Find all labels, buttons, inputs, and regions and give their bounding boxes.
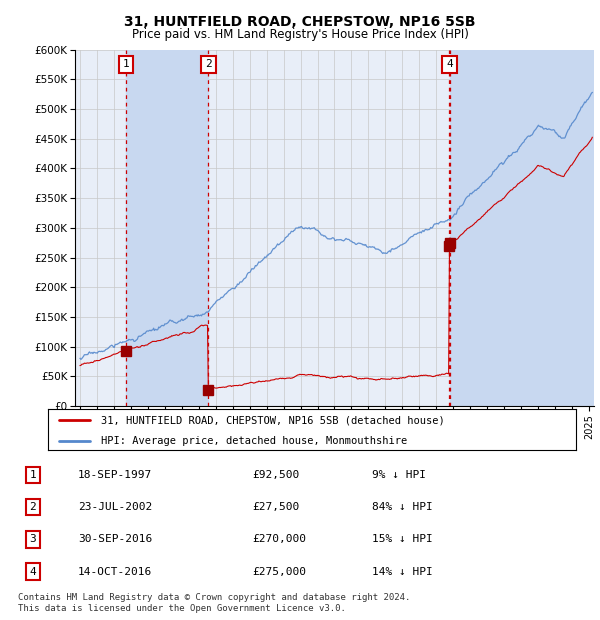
Text: 4: 4 (29, 567, 37, 577)
Text: Contains HM Land Registry data © Crown copyright and database right 2024.
This d: Contains HM Land Registry data © Crown c… (18, 593, 410, 613)
Text: £270,000: £270,000 (252, 534, 306, 544)
Text: Price paid vs. HM Land Registry's House Price Index (HPI): Price paid vs. HM Land Registry's House … (131, 28, 469, 41)
Text: 31, HUNTFIELD ROAD, CHEPSTOW, NP16 5SB: 31, HUNTFIELD ROAD, CHEPSTOW, NP16 5SB (124, 16, 476, 30)
Text: 84% ↓ HPI: 84% ↓ HPI (372, 502, 433, 512)
Text: 3: 3 (29, 534, 37, 544)
Text: 1: 1 (123, 60, 130, 69)
Text: £275,000: £275,000 (252, 567, 306, 577)
Text: 15% ↓ HPI: 15% ↓ HPI (372, 534, 433, 544)
Text: 14% ↓ HPI: 14% ↓ HPI (372, 567, 433, 577)
Text: 9% ↓ HPI: 9% ↓ HPI (372, 470, 426, 480)
Text: £27,500: £27,500 (252, 502, 299, 512)
Text: 18-SEP-1997: 18-SEP-1997 (78, 470, 152, 480)
Text: £92,500: £92,500 (252, 470, 299, 480)
Text: 4: 4 (446, 60, 453, 69)
Bar (449, 50, 598, 406)
Bar (126, 50, 208, 406)
Text: 2: 2 (205, 60, 212, 69)
Text: 2: 2 (29, 502, 37, 512)
Text: 30-SEP-2016: 30-SEP-2016 (78, 534, 152, 544)
Text: 14-OCT-2016: 14-OCT-2016 (78, 567, 152, 577)
Text: 31, HUNTFIELD ROAD, CHEPSTOW, NP16 5SB (detached house): 31, HUNTFIELD ROAD, CHEPSTOW, NP16 5SB (… (101, 415, 445, 425)
Text: 23-JUL-2002: 23-JUL-2002 (78, 502, 152, 512)
Text: 1: 1 (29, 470, 37, 480)
Text: HPI: Average price, detached house, Monmouthshire: HPI: Average price, detached house, Monm… (101, 436, 407, 446)
